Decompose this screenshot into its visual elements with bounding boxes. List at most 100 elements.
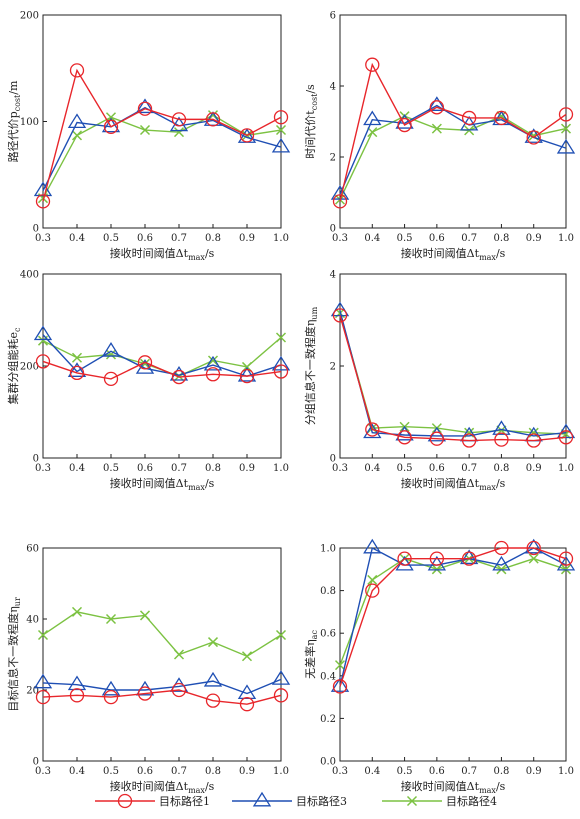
marker-circle-p4-s0-7 [273, 688, 289, 703]
x-tick-label: 0.7 [171, 463, 187, 474]
x-tick-label: 0.9 [526, 766, 542, 777]
marker-cross-p0-s2-7 [275, 124, 287, 136]
y-tick-label: 20 [26, 686, 39, 697]
marker-circle-p5-s0-4 [461, 551, 477, 566]
marker-triangle-p5-s1-0 [330, 677, 350, 692]
legend-item-3: 目标路径4 [382, 794, 497, 808]
marker-circle-p0-s0-5 [205, 112, 221, 127]
marker-circle-p2-s0-0 [35, 354, 51, 369]
series-1 [332, 540, 574, 694]
marker-cross-p4-s2-6 [241, 651, 253, 662]
x-tick-label: 0.7 [461, 233, 477, 244]
series-line [42, 689, 282, 705]
marker-circle-p2-s0-6 [239, 368, 255, 384]
series-3 [334, 111, 572, 205]
marker-circle-p0-s0-2 [103, 119, 119, 134]
x-axis-title: 接收时间阈值Δtmax/s [110, 476, 215, 492]
marker-cross-p2-s2-1 [71, 352, 83, 363]
x-tick-label: 0.9 [526, 463, 542, 474]
x-tick-label: 0.3 [35, 766, 51, 777]
y-axis-title: 时间代价tcost/s [304, 84, 319, 159]
marker-circle-p0-s0-6 [239, 128, 255, 143]
marker-circle-p4-s0-2 [103, 689, 119, 705]
marker-circle-p0-s0-7 [273, 110, 289, 125]
marker-circle-p5-s0-6 [526, 540, 541, 556]
marker-circle-p2-s0-4 [171, 369, 187, 385]
y-tick-label: 200 [20, 362, 39, 373]
x-tick-label: 1.0 [558, 766, 574, 777]
marker-circle-p1-s0-4 [461, 110, 477, 126]
series-line [339, 546, 567, 687]
marker-triangle-p4-s1-1 [67, 675, 87, 691]
x-tick-label: 0.4 [364, 766, 380, 777]
marker-cross-p0-s2-1 [71, 130, 83, 141]
marker-triangle-p1-s1-1 [363, 110, 382, 126]
y-axis-title: 分组信息不一致程度ηum [303, 306, 319, 425]
chart-panel-1: 0 100 200 0.3 0.4 0.5 0.6 0.7 0.8 0.9 1.0 接收时间阈值Δtm… [7, 11, 291, 262]
y-tick-label: 400 [20, 270, 39, 281]
x-tick-label: 0.7 [171, 766, 187, 777]
marker-triangle-p1-s1-6 [524, 128, 543, 143]
series-3 [334, 308, 572, 440]
marker-circle-p1-s0-3 [429, 100, 445, 115]
x-axis-title: 接收时间阈值Δtmax/s [401, 779, 506, 795]
x-tick-label: 0.5 [103, 233, 119, 244]
marker-circle-p5-s0-1 [365, 583, 380, 598]
marker-triangle-p2-s1-5 [203, 355, 223, 371]
y-tick-label: 0.4 [320, 671, 336, 682]
y-tick-label: 0.6 [320, 629, 336, 640]
y-tick-label: 0 [33, 757, 39, 768]
x-tick-label: 0.5 [103, 766, 119, 777]
x-axis-title: 接收时间阈值Δtmax/s [110, 779, 215, 795]
x-tick-label: 0.7 [461, 766, 477, 777]
y-axis-title: 无差率ηac [303, 630, 319, 679]
x-tick-label: 0.8 [205, 233, 221, 244]
y-tick-label: 2 [330, 362, 336, 373]
marker-circle-p3-s0-6 [526, 433, 541, 448]
legend-label: 目标路径1 [159, 794, 210, 808]
chart-panel-4: 0 2 4 0.3 0.4 0.5 0.6 0.7 0.8 0.9 1.0 接收时间阈值Δtmax/s… [303, 270, 576, 492]
marker-circle-p2-s0-3 [137, 355, 153, 370]
marker-cross-p2-s2-7 [275, 332, 287, 343]
x-tick-label: 0.6 [137, 463, 153, 474]
x-tick-label: 0.4 [69, 766, 85, 777]
series-3 [37, 332, 287, 382]
x-tick-label: 0.4 [364, 463, 380, 474]
marker-triangle-p4-s1-0 [33, 673, 53, 689]
marker-circle-p5-s0-7 [558, 551, 574, 566]
x-tick-label: 0.3 [35, 463, 51, 474]
x-tick-label: 1.0 [273, 463, 289, 474]
x-tick-label: 0.8 [205, 766, 221, 777]
series-line [339, 315, 567, 442]
series-line [42, 106, 282, 192]
marker-circle-p1-s0-0 [332, 194, 348, 209]
marker-triangle-p4-s1-2 [101, 680, 121, 696]
x-tick-label: 0.5 [397, 233, 413, 244]
marker-circle-p1-s0-7 [558, 107, 574, 122]
x-tick-label: 0.6 [137, 233, 153, 244]
series-line [339, 104, 567, 195]
series-1 [35, 63, 289, 209]
marker-circle-p3-s0-1 [365, 422, 380, 437]
x-tick-label: 0.5 [397, 463, 413, 474]
x-tick-label: 0.7 [171, 233, 187, 244]
series-line [339, 115, 567, 200]
series-1 [35, 682, 289, 712]
series-line [339, 310, 567, 437]
marker-circle-p2-s0-2 [103, 371, 119, 387]
marker-cross-p4-s2-2 [105, 613, 117, 625]
marker-triangle-p2-s1-2 [101, 342, 121, 357]
marker-triangle-p4-s1-7 [271, 670, 291, 685]
marker-cross-p4-s2-3 [139, 610, 151, 621]
series-3 [37, 606, 287, 662]
marker-triangle-p1-s1-3 [427, 96, 447, 111]
marker-circle-p3-s0-7 [558, 430, 574, 445]
x-tick-label: 0.6 [429, 766, 445, 777]
marker-cross-p4-s2-0 [37, 629, 49, 641]
y-tick-label: 2 [330, 153, 336, 164]
series-line [42, 360, 282, 380]
x-tick-label: 0.3 [332, 766, 348, 777]
marker-cross-p0-s2-3 [139, 124, 151, 136]
marker-triangle-p5-s1-1 [363, 538, 382, 554]
